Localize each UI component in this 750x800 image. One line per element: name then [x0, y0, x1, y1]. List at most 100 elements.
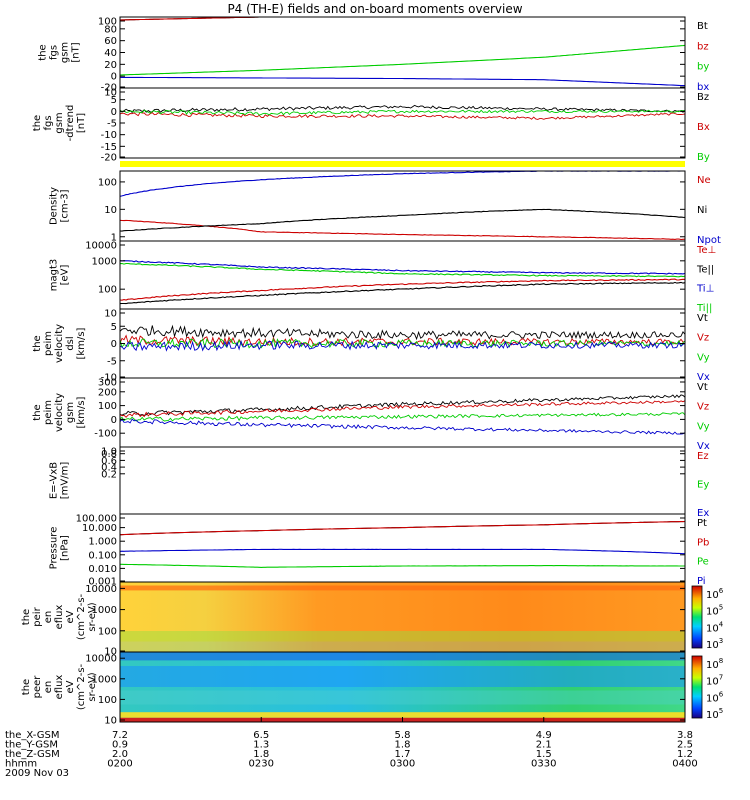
y-tick-label: -5	[107, 119, 117, 130]
series-line-Vz	[119, 400, 686, 418]
series-line-Bz	[119, 104, 686, 114]
legend-entry: by	[697, 62, 709, 73]
y-axis-label: sr-eV)	[87, 602, 98, 631]
y-axis-label: dsl	[65, 336, 76, 350]
y-axis-label: (cm^2-s-	[76, 663, 87, 710]
y-axis-label: [cm-3]	[60, 189, 71, 222]
colorbar-tick-label: 105	[706, 604, 723, 618]
series-line-Vt	[119, 394, 686, 416]
y-tick-label: 300	[98, 378, 117, 389]
ephemeris-value: 0400	[672, 759, 697, 770]
heatmap-band	[120, 631, 685, 642]
colorbar-tick-label: 106	[706, 587, 724, 601]
legend-entry: Vz	[697, 402, 709, 413]
series-line-Ti	[119, 260, 686, 275]
legend-entry: bz	[697, 41, 709, 52]
series-line-Ni	[119, 208, 686, 232]
y-axis-label: [nPa]	[60, 535, 71, 561]
y-axis-label: eV	[65, 610, 76, 623]
panel-frame	[119, 87, 686, 159]
y-tick-label: 1000	[92, 674, 117, 685]
y-axis-label: [nT]	[76, 113, 87, 133]
y-tick-label: 1	[111, 232, 117, 243]
panel-frame	[119, 446, 686, 515]
heatmap-band	[120, 641, 685, 652]
y-tick-label: 0.001	[88, 577, 117, 588]
y-tick-label: 100	[98, 285, 117, 296]
panel-frame	[119, 513, 686, 583]
panel-peir_spec: 106 105 104 103 10000 1000 100 10 the peir en eflux…	[21, 581, 724, 658]
ephemeris-value: 1.8	[253, 749, 269, 760]
ephemeris-value: 1.2	[677, 749, 693, 760]
y-tick-label: 60	[104, 36, 117, 47]
y-tick-label: -10	[101, 373, 117, 384]
ephemeris-value: 4.9	[536, 730, 552, 741]
ephemeris-value: 0330	[531, 759, 556, 770]
legend-entry: Te||	[696, 264, 714, 275]
series-line-Pb	[119, 520, 686, 536]
legend-entry: bx	[697, 82, 709, 93]
series-line-Vy	[119, 412, 686, 422]
colorbar-tick-label: 106	[706, 690, 724, 704]
y-axis-label: peim	[43, 331, 54, 356]
colorbar-tick-label: 108	[706, 657, 723, 671]
series-line-Pe	[120, 563, 685, 568]
ephemeris-value: 2.0	[112, 749, 128, 760]
y-axis-label: the	[32, 115, 43, 131]
date-label: 2009 Nov 03	[5, 768, 69, 779]
colorbar-tick-label: 103	[706, 637, 723, 651]
heatmap-band	[120, 585, 685, 591]
legend-entry: Ne	[697, 175, 711, 186]
y-axis-label: the	[21, 679, 32, 695]
y-tick-label: 0	[111, 72, 117, 83]
y-tick-label: 10000	[85, 241, 117, 252]
y-tick-label: 40	[104, 48, 117, 59]
y-tick-label: 0	[111, 339, 117, 350]
ephemeris-value: 1.3	[253, 740, 269, 751]
series-line-Te	[119, 278, 686, 301]
legend-entry: Ey	[697, 480, 709, 491]
y-tick-label: 5	[111, 95, 117, 106]
series-line-bx	[119, 76, 686, 87]
ephemeris-label: the_Y-GSM	[5, 740, 58, 751]
heatmap-band	[120, 652, 685, 661]
y-tick-label: 1000	[92, 256, 117, 267]
y-axis-label: peir	[32, 606, 43, 626]
y-axis-label: sr-eV)	[87, 672, 98, 701]
ephemeris-value: 1.7	[395, 749, 411, 760]
y-axis-label: magt3	[49, 259, 60, 292]
y-axis-label: the	[32, 404, 43, 420]
ephemeris-value: 0200	[107, 759, 132, 770]
legend-entry: Pe	[697, 557, 709, 568]
legend-entry: Ti||	[696, 303, 712, 314]
legend-entry: Ti⊥	[696, 284, 714, 295]
colorbar	[691, 655, 703, 719]
ephemeris-value: 1.8	[395, 740, 411, 751]
legend-entry: Npot	[697, 235, 721, 246]
ephemeris-value: 2.5	[677, 740, 693, 751]
series-line-Te	[119, 281, 686, 305]
y-tick-label: -10	[101, 130, 117, 141]
y-tick-label: 0.2	[101, 469, 117, 480]
y-tick-label: 10	[104, 309, 117, 320]
series-line-By	[119, 109, 686, 116]
y-tick-label: 10000	[85, 654, 117, 665]
y-axis-label: [mV/m]	[60, 462, 71, 500]
panel-frame	[119, 170, 686, 242]
ephemeris-label: hhmm	[5, 759, 37, 770]
y-tick-label: 1.0	[101, 447, 117, 458]
y-axis-label: (cm^2-s-	[76, 593, 87, 640]
y-axis-label: E=-VxB	[49, 462, 60, 499]
legend-entry: Bz	[697, 92, 709, 103]
y-tick-label: -20	[101, 83, 117, 94]
y-tick-label: 100.000	[76, 514, 117, 525]
series-line-Vx	[119, 339, 686, 352]
legend-entry: Pb	[697, 537, 709, 548]
ephemeris-value: 3.8	[677, 730, 693, 741]
y-tick-label: 100	[98, 695, 117, 706]
legend-entry: Vx	[697, 441, 710, 452]
y-tick-label: 0.010	[88, 564, 117, 575]
